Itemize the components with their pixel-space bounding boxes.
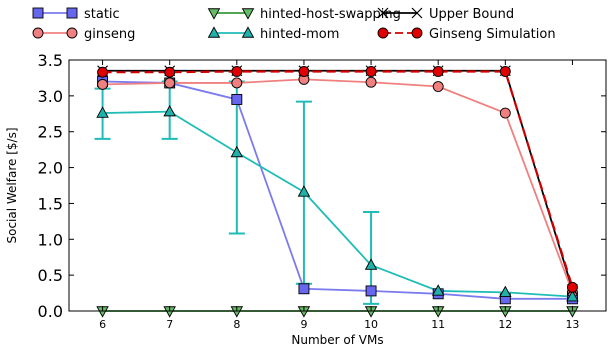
point-ginseng-simulation — [298, 66, 310, 77]
legend-marker-right — [66, 27, 78, 39]
y-tick-label: 3.0 — [38, 87, 63, 106]
legend-item-upper-bound: Upper Bound — [377, 7, 514, 22]
point-hinted-mom — [297, 185, 311, 197]
legend-item-ginseng: ginseng — [32, 27, 135, 42]
y-tick-label: 2.5 — [38, 123, 63, 142]
legend-label: hinted-host-swapping — [260, 7, 401, 22]
legend-label: hinted-mom — [260, 27, 339, 42]
legend-item-ginseng-simulation: Ginseng Simulation — [377, 27, 556, 42]
legend-label: Upper Bound — [429, 7, 514, 22]
x-tick-label: 11 — [431, 318, 445, 331]
legend-marker-right — [241, 26, 255, 38]
point-ginseng-simulation — [365, 66, 377, 77]
x-axis: 6 7 8 9 10 11 12 13 — [99, 60, 579, 331]
legend-item-hinted-host-swapping: hinted-host-swapping — [207, 7, 401, 22]
point-ginseng-simulation — [97, 66, 109, 78]
point-ginseng — [97, 78, 109, 90]
legend-marker-left — [377, 7, 389, 19]
series-line-ginseng-simulation — [102, 70, 574, 288]
point-hinted-mom — [96, 106, 109, 118]
point-hinted-mom — [230, 145, 244, 158]
series-line-static — [102, 80, 573, 300]
series-markers — [96, 65, 579, 318]
point-ginseng — [499, 107, 511, 119]
y-tick-label: 0.0 — [38, 302, 63, 321]
x-tick-label: 6 — [99, 318, 106, 331]
point-ginseng-simulation — [432, 66, 444, 77]
point-ginseng — [231, 77, 243, 89]
y-axis-label: Social Welfare [$/s] — [5, 127, 19, 243]
y-axis: 0.0 0.5 1.0 1.5 2.0 2.5 3.0 3.5 — [38, 51, 606, 321]
legend-item-static: static — [32, 7, 120, 22]
point-ginseng-simulation — [499, 66, 511, 77]
legend-marker-right — [241, 8, 255, 20]
point-ginseng — [164, 77, 176, 89]
legend-label: Ginseng Simulation — [429, 27, 556, 42]
legend-marker-left — [377, 27, 389, 39]
x-tick-label: 9 — [300, 318, 307, 331]
legend: static hinted-host-swapping Upper Bound gin… — [32, 7, 556, 42]
point-hinted-mom — [163, 104, 176, 117]
legend-item-hinted-mom: hinted-mom — [207, 26, 339, 42]
y-tick-label: 2.0 — [38, 159, 63, 178]
x-tick-label: 10 — [364, 318, 378, 331]
legend-marker-right — [411, 27, 423, 39]
y-tick-label: 1.0 — [38, 230, 63, 249]
point-hinted-mom — [364, 258, 378, 270]
x-axis-label: Number of VMs — [291, 333, 383, 347]
legend-marker-right — [411, 7, 423, 19]
y-tick-label: 3.5 — [38, 51, 63, 70]
point-hinted-mom — [566, 289, 579, 302]
series-line-hinted-mom — [102, 110, 573, 298]
point-ginseng — [365, 76, 377, 88]
point-static — [231, 93, 243, 105]
y-tick-label: 0.5 — [38, 266, 63, 285]
legend-marker-right — [66, 7, 78, 19]
legend-marker-left — [207, 26, 221, 38]
point-ginseng-simulation — [566, 281, 578, 293]
legend-marker-left — [32, 7, 44, 19]
point-ginseng-simulation — [164, 66, 176, 78]
point-static — [298, 283, 310, 295]
point-ginseng — [432, 81, 444, 92]
legend-label: ginseng — [84, 27, 135, 42]
legend-marker-left — [207, 8, 221, 20]
x-tick-label: 13 — [565, 318, 579, 331]
x-tick-label: 7 — [166, 318, 173, 331]
legend-marker-left — [32, 27, 44, 39]
point-hinted-mom — [499, 285, 512, 298]
point-hinted-mom — [431, 284, 445, 296]
series-lines — [102, 69, 574, 312]
plot-frame — [68, 59, 607, 312]
legend-label: static — [84, 7, 120, 22]
series-line-ginseng — [102, 78, 574, 293]
y-tick-label: 1.5 — [38, 194, 63, 213]
series-line-upper-bound — [102, 69, 574, 290]
point-ginseng-simulation — [231, 66, 243, 77]
x-tick-label: 8 — [233, 318, 240, 331]
x-tick-label: 12 — [498, 318, 512, 331]
error-bars — [94, 80, 380, 305]
point-static — [365, 285, 377, 297]
